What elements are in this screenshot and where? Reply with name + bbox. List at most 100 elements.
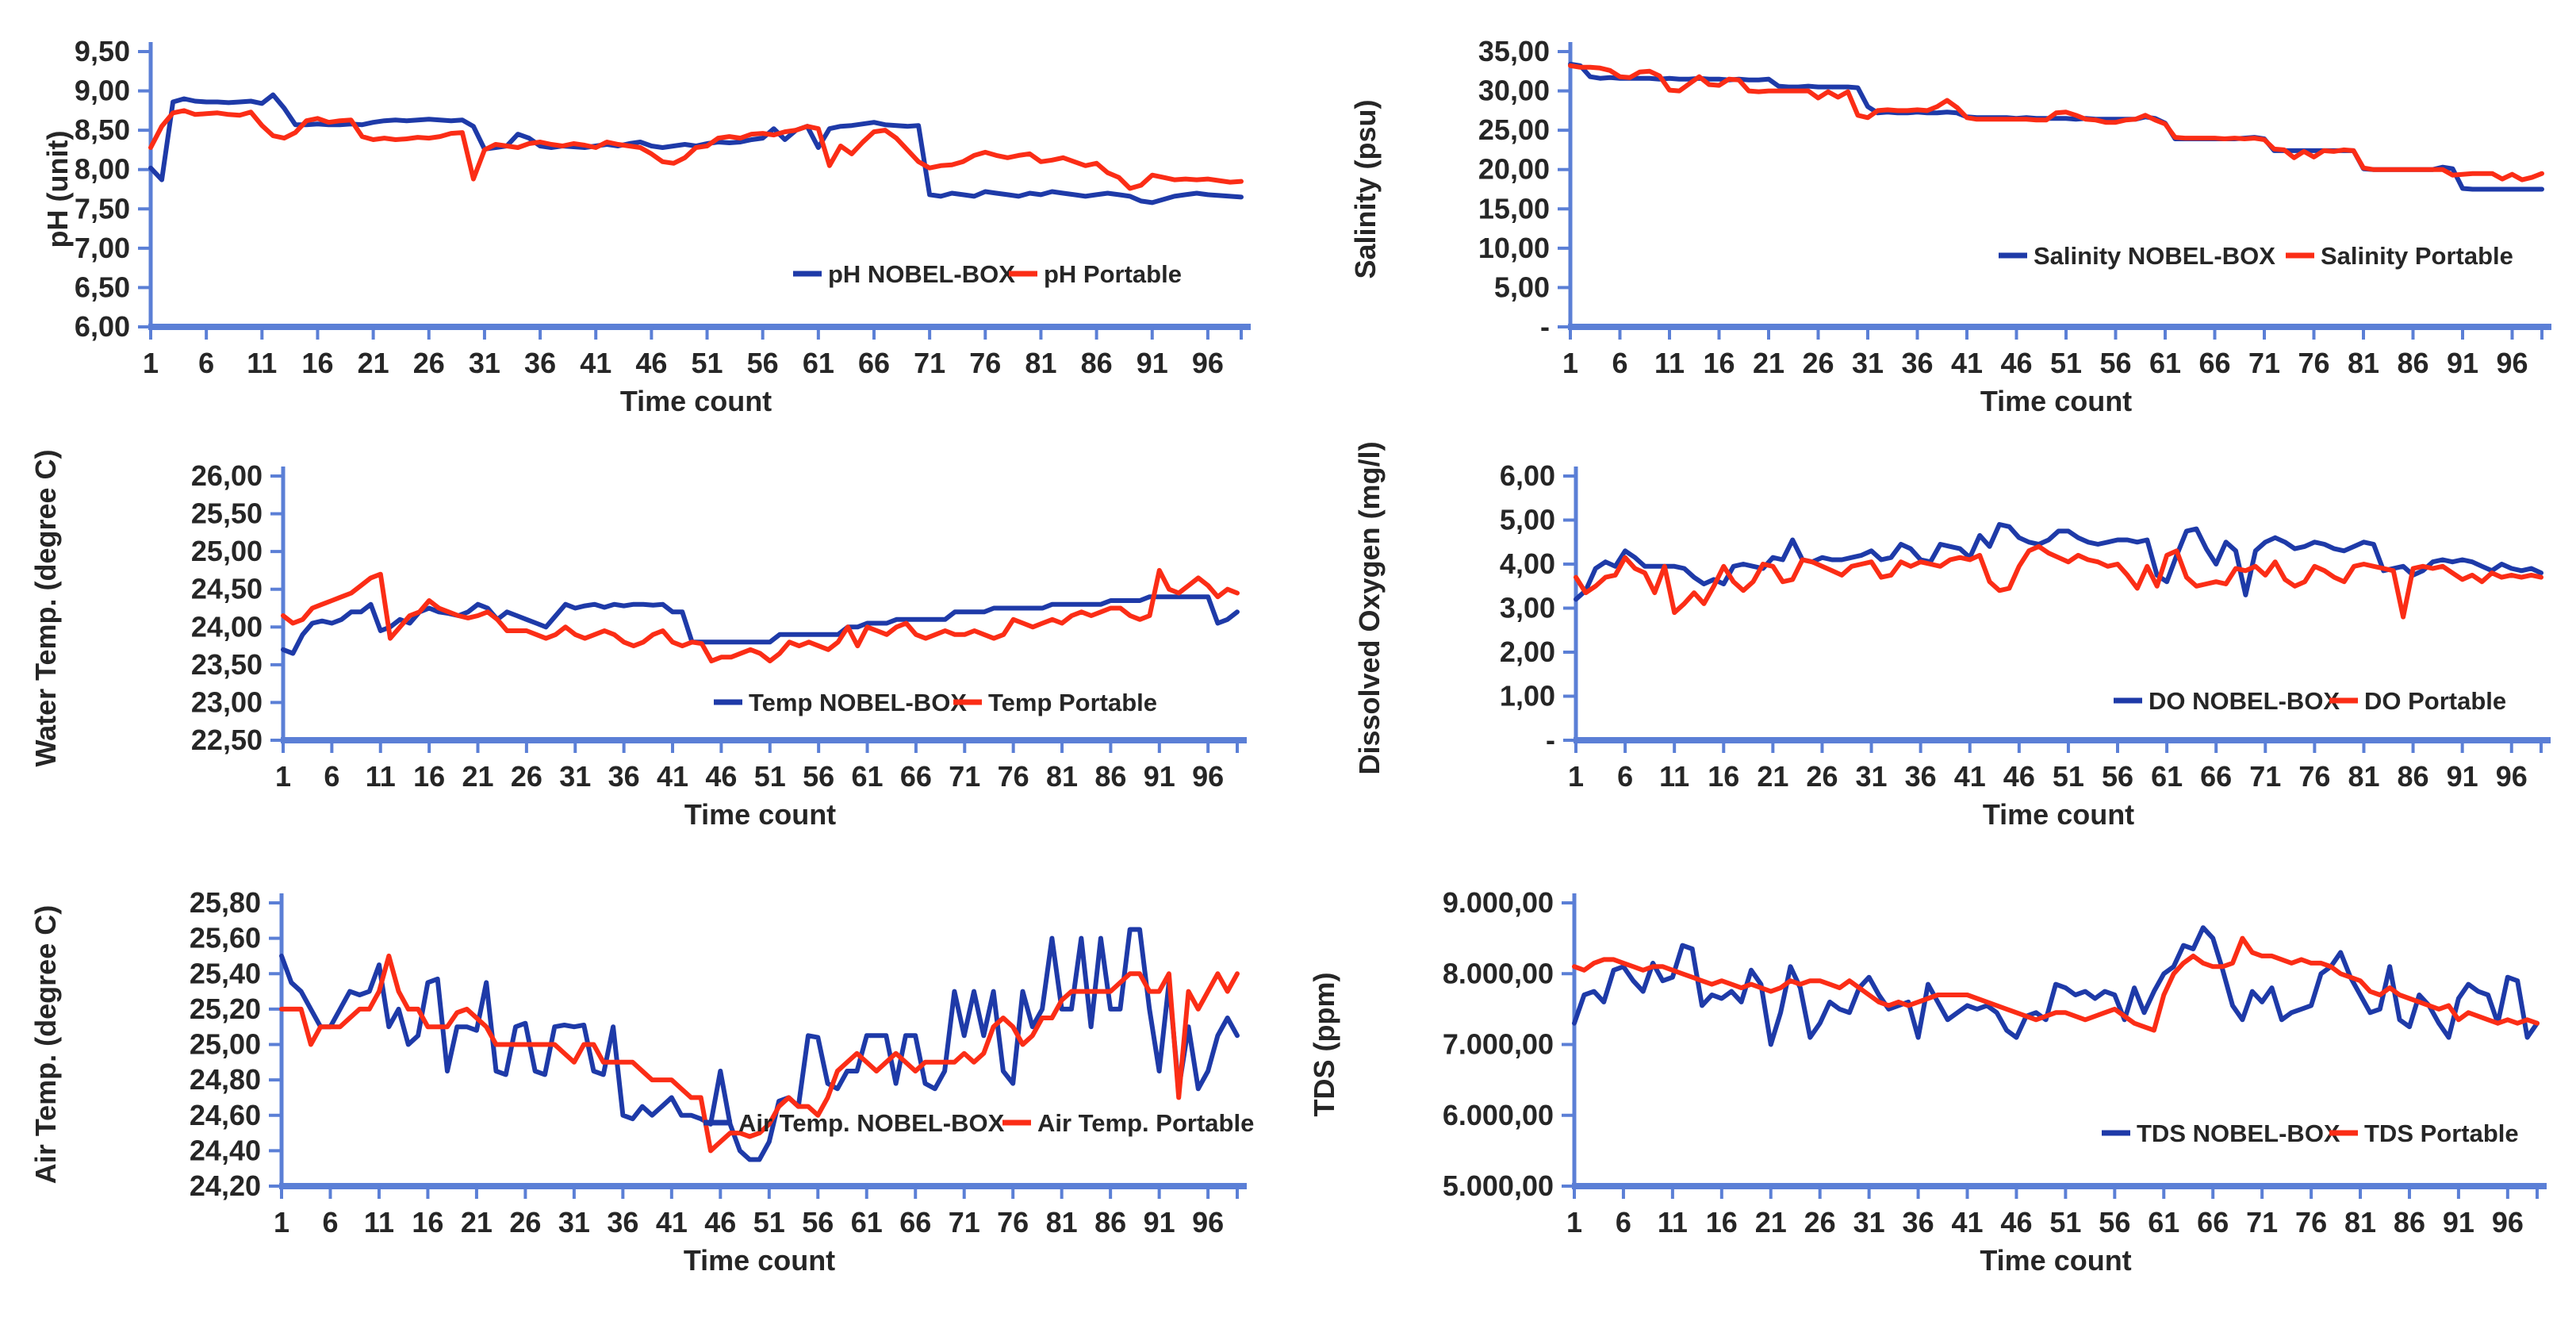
x-tick-label: 66 [2197,1206,2229,1238]
x-tick-label: 21 [1757,760,1788,793]
x-tick-label: 1 [1566,1206,1582,1238]
y-tick-label: 23,00 [191,685,263,718]
x-tick-label: 6 [1617,760,1633,793]
x-tick-label: 91 [1144,760,1175,793]
legend-label: Temp Portable [988,689,1157,716]
x-tick-label: 1 [275,760,291,793]
tds-line-chart: 5.000,00 6.000,00 7.000,00 8.000,00 9.000,00… [1308,886,2547,1277]
x-tick-label: 41 [1954,760,1986,793]
x-tick-label: 56 [803,760,834,793]
x-tick-label: 36 [524,347,556,379]
series-air-temp-portable [279,953,1240,1154]
x-tick-label: 6 [324,760,339,793]
x-tick-label: 76 [2295,1206,2327,1238]
legend-label: Salinity Portable [2321,242,2513,270]
x-tick-label: 56 [802,1206,834,1238]
x-tick-label: 16 [1703,347,1735,379]
x-tick-label: 21 [1755,1206,1787,1238]
y-tick-label: 25,60 [190,922,261,954]
x-tick-label: 86 [1094,1206,1126,1238]
x-tick-label: 61 [852,760,884,793]
x-tick-label: 86 [2394,1206,2425,1238]
legend-label: DO NOBEL-BOX [2149,687,2340,715]
x-tick-label: 46 [704,1206,736,1238]
y-tick-label: 6,50 [75,271,130,303]
y-tick-label: 30,00 [1478,75,1550,107]
x-tick-label: 76 [998,760,1029,793]
y-tick-label: 7,50 [75,192,130,225]
x-tick-label: 71 [914,347,945,379]
x-tick-label: 91 [2447,760,2478,793]
series-air-temp-nobel-box [279,927,1240,1162]
x-tick-label: 36 [1905,760,1937,793]
x-tick-label: 96 [2496,347,2528,379]
series-salinity-portable [1568,63,2544,182]
series-tds-nobel-box [1572,925,2540,1047]
y-tick-label: 4,00 [1500,547,1555,580]
x-tick-label: 1 [274,1206,289,1238]
x-tick-label: 96 [2496,760,2528,793]
x-tick-label: 46 [2000,347,2032,379]
legend-label: TDS Portable [2364,1119,2519,1147]
y-tick-label: 9,50 [75,35,130,67]
y-axis-title: Dissolved Oxygen (mg/l) [1353,441,1386,774]
x-tick-label: 81 [2348,347,2379,379]
y-axis-title: TDS (ppm) [1308,973,1340,1117]
x-tick-label: 46 [635,347,667,379]
chart-salinity: -5,00 10,00 15,00 20,00 25,00 30,00 35,00 1 6 11 1… [1288,0,2576,440]
y-axis-title: Air Temp. (degree C) [29,905,62,1184]
y-tick-label: 5,00 [1494,271,1550,303]
x-tick-label: 71 [949,760,980,793]
x-tick-label: 26 [413,347,445,379]
x-tick-label: 6 [1612,347,1627,379]
legend-label: Air Temp. NOBEL-BOX [738,1109,1005,1137]
x-tick-label: 31 [1856,760,1888,793]
x-tick-label: 1 [1562,347,1578,379]
x-tick-label: 11 [1659,760,1689,793]
y-tick-label: 25,00 [190,1028,261,1061]
y-tick-label: 15,00 [1478,192,1550,225]
series-ph-portable [148,108,1244,191]
x-tick-label: 96 [2492,1206,2524,1238]
x-tick-label: 11 [247,347,277,379]
y-tick-label: - [1546,724,1555,756]
y-tick-label: 9,00 [75,75,130,107]
ph-line-chart: 6,006,507,007,508,008,509,009,501 6 11 16 21… [41,35,1251,417]
x-tick-label: 16 [413,760,445,793]
x-tick-label: 16 [412,1206,443,1238]
x-tick-label: 41 [656,1206,688,1238]
x-tick-label: 46 [705,760,737,793]
x-tick-label: 1 [143,347,159,379]
y-tick-label: 25,50 [191,497,263,530]
y-tick-label: 35,00 [1478,35,1550,67]
x-tick-label: 56 [2099,1206,2130,1238]
y-axis-title: Water Temp. (degree C) [29,449,62,766]
x-tick-label: 61 [2148,1206,2179,1238]
x-tick-label: 46 [2003,760,2035,793]
y-tick-label: 7.000,00 [1443,1028,1554,1061]
x-tick-label: 96 [1192,760,1224,793]
dissolved-oxygen-line-chart: -1,002,003,004,005,006,001 6 11 16 21 26 31 36 4… [1353,441,2551,831]
x-tick-label: 51 [753,1206,785,1238]
chart-ph: 6,00 6,50 7,00 7,50 8,00 8,50 9,00 9,50 1 6 11 16 21… [0,0,1288,440]
y-tick-label: 6,00 [1500,459,1555,492]
x-tick-label: 81 [1046,760,1078,793]
x-tick-label: 76 [969,347,1001,379]
x-tick-label: 16 [1706,1206,1738,1238]
x-tick-label: 51 [2050,347,2082,379]
x-tick-label: 21 [461,1206,493,1238]
y-tick-label: 6.000,00 [1443,1099,1554,1131]
x-tick-label: 41 [580,347,611,379]
y-tick-label: 5.000,00 [1443,1169,1554,1202]
x-tick-label: 21 [462,760,493,793]
x-tick-label: 36 [1901,347,1933,379]
x-tick-label: 81 [1046,1206,1078,1238]
y-tick-label: 24,60 [190,1099,261,1131]
x-axis-title: Time count [620,385,772,417]
x-tick-label: 31 [559,760,591,793]
y-tick-label: 25,20 [190,993,261,1025]
chart-air-temp: 24,20 24,40 24,60 24,80 25,00 25,20 25,40 25,60… [0,881,1288,1321]
x-tick-label: 41 [1951,347,1983,379]
y-tick-label: 7,00 [75,232,130,264]
